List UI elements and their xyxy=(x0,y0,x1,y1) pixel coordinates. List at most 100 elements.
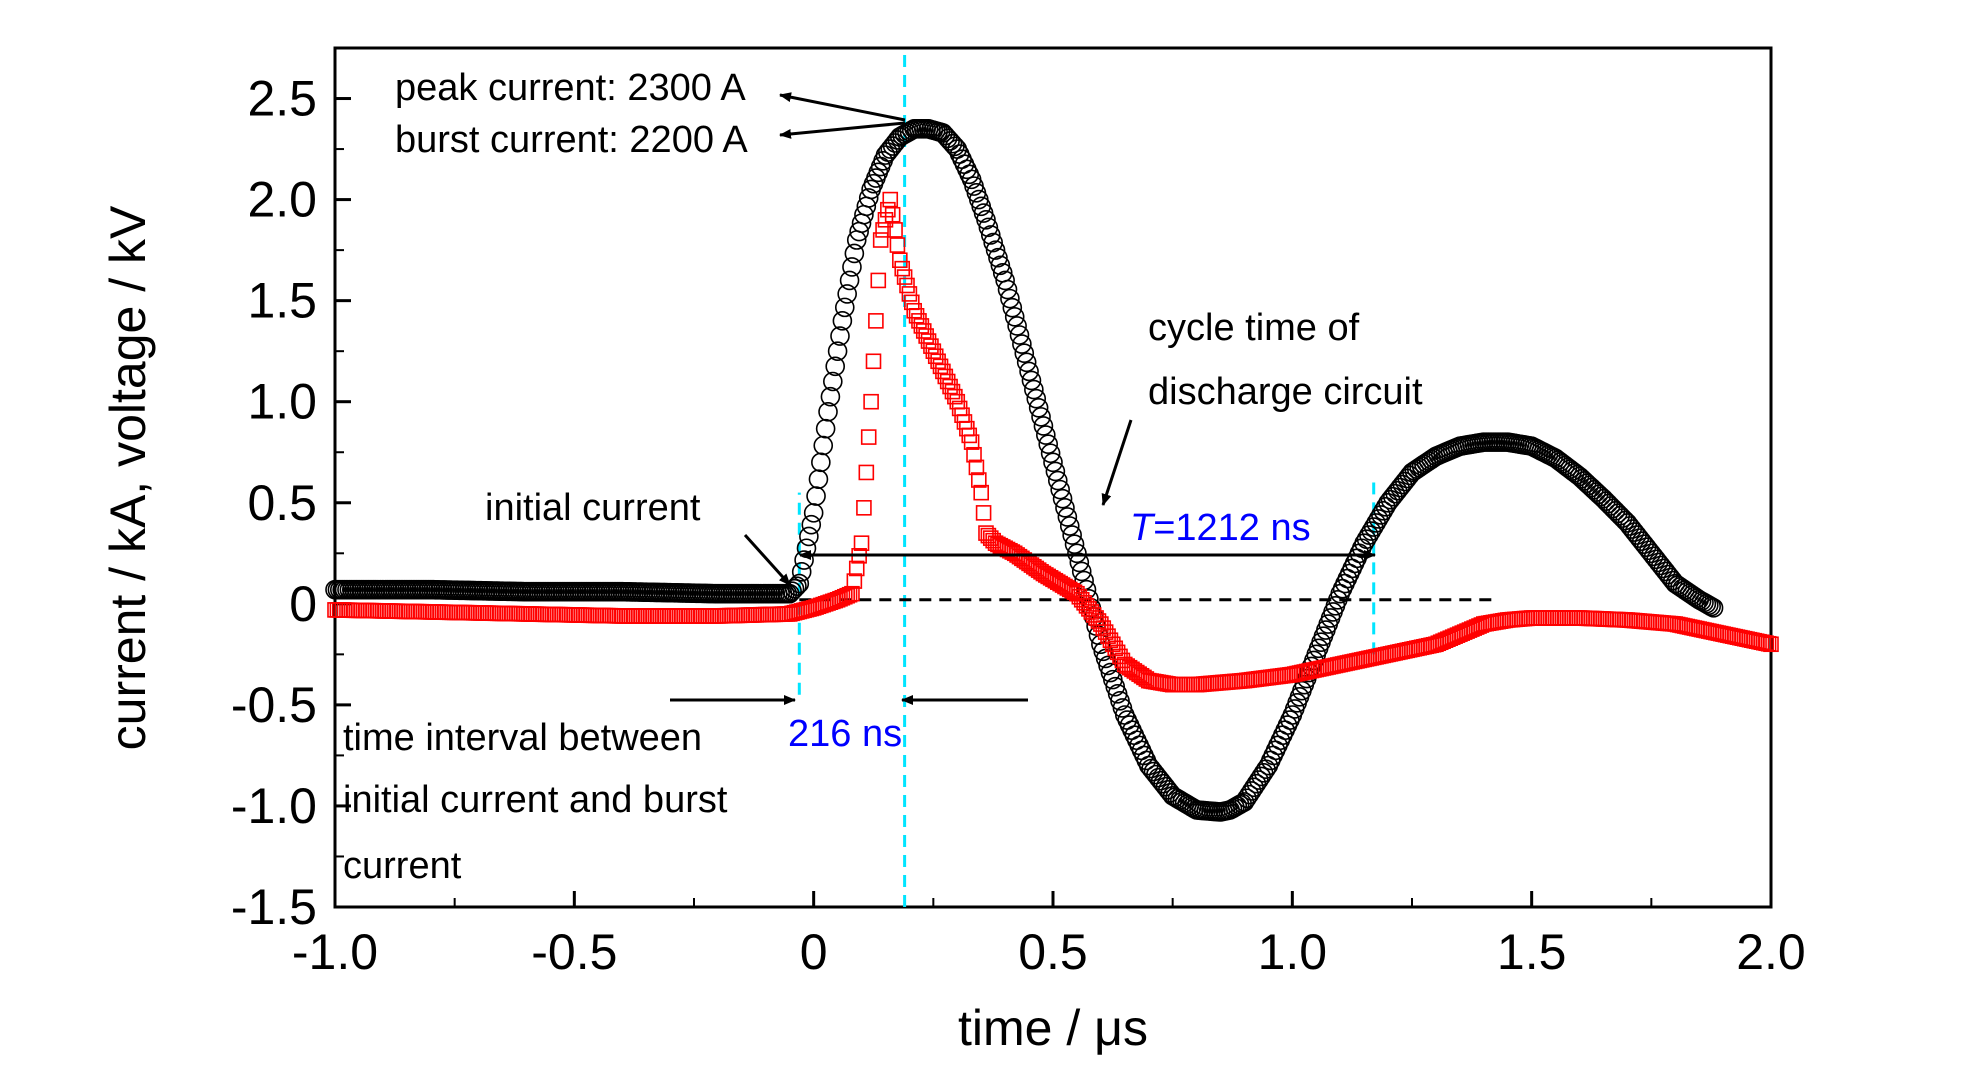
series-0-point-290 xyxy=(1019,361,1039,382)
series-1-point-244 xyxy=(911,313,927,329)
series-0-point-212 xyxy=(832,311,853,331)
series-1-point-268 xyxy=(968,459,985,476)
series-1-point-254 xyxy=(935,363,951,380)
series-1-point-222 xyxy=(858,464,875,481)
series-0-point-208 xyxy=(823,371,843,392)
series-1-point-234 xyxy=(887,222,903,238)
series-0-point-288 xyxy=(1014,343,1035,363)
series-0-point-286 xyxy=(1009,325,1030,345)
series-1-point-225 xyxy=(865,353,882,370)
series-1-point-255 xyxy=(937,368,954,385)
series-0-point-293 xyxy=(1026,388,1047,409)
series-0-point-195 xyxy=(791,562,812,582)
y-tick-label-6: 1.5 xyxy=(247,273,317,329)
annotation-cycle-time-line2: discharge circuit xyxy=(1148,371,1423,413)
series-0-point-205 xyxy=(815,418,836,439)
annotation-peak-current: peak current: 2300 A xyxy=(395,67,746,109)
series-1-point-218 xyxy=(848,560,865,577)
series-1-point-242 xyxy=(906,302,922,319)
x-tick-label-4: 1.0 xyxy=(1258,924,1328,980)
series-0-point-204 xyxy=(813,435,834,456)
series-0-point-298 xyxy=(1038,434,1059,454)
y-tick-label-3: 0 xyxy=(289,576,317,632)
series-0-point-211 xyxy=(830,326,850,346)
series-0-point-276 xyxy=(985,240,1006,260)
x-tick-label-2: 0 xyxy=(800,924,828,980)
series-1-point-250 xyxy=(925,343,942,359)
series-0-point-575 xyxy=(1701,596,1721,617)
x-tick-label-6: 2.0 xyxy=(1736,924,1806,980)
series-1-point-266 xyxy=(963,434,980,450)
series-0 xyxy=(325,119,1724,822)
series-1-point-243 xyxy=(908,308,925,324)
series-1-point-249 xyxy=(923,338,939,354)
series-1-point-227 xyxy=(870,272,887,289)
series-0-point-289 xyxy=(1016,352,1037,373)
series-0-point-272 xyxy=(976,210,996,230)
series-0-point-210 xyxy=(827,341,848,361)
x-tick-label-3: 0.5 xyxy=(1018,924,1088,980)
series-0-point-302 xyxy=(1047,470,1068,491)
series-0-point-296 xyxy=(1033,416,1054,436)
series-0-point-307 xyxy=(1059,516,1080,536)
series-1-point-258 xyxy=(944,383,961,400)
series-1-point-600 xyxy=(1763,636,1779,653)
series-1-point-233 xyxy=(884,206,901,223)
series-0-point-203 xyxy=(811,452,831,473)
series-1 xyxy=(327,191,1779,693)
annotation-burst-current: burst current: 2200 A xyxy=(395,119,748,161)
series-0-point-576 xyxy=(1703,598,1724,618)
y-tick-label-7: 2.0 xyxy=(247,172,317,228)
series-1-point-253 xyxy=(932,358,949,375)
series-0-point-273 xyxy=(978,217,999,238)
series-0-point-215 xyxy=(839,270,860,291)
annotation-arrow-3 xyxy=(743,533,792,587)
series-1-point-224 xyxy=(863,393,879,410)
series-0-point-216 xyxy=(842,257,862,277)
series-0-point-193 xyxy=(787,576,807,596)
series-0-point-274 xyxy=(980,225,1001,245)
series-0-point-200 xyxy=(803,503,824,523)
series-0-point-282 xyxy=(1000,288,1020,309)
series-1-point-269 xyxy=(971,472,987,488)
series-0-point-209 xyxy=(825,356,846,377)
series-1-point-239 xyxy=(899,277,915,294)
series-1-point-267 xyxy=(966,446,982,463)
x-tick-label-1: -0.5 xyxy=(531,924,617,980)
series-1-point-257 xyxy=(942,378,958,395)
series-1-point-256 xyxy=(939,373,956,390)
series-0-point-304 xyxy=(1052,488,1073,509)
y-tick-label-0: -1.5 xyxy=(231,879,317,935)
x-tick-label-0: -1.0 xyxy=(292,924,378,980)
series-0-point-574 xyxy=(1698,595,1719,615)
y-tick-label-4: 0.5 xyxy=(247,475,317,531)
series-0-point-199 xyxy=(801,514,822,535)
series-0-point-287 xyxy=(1012,334,1032,354)
series-0-point-283 xyxy=(1002,297,1023,318)
series-1-point-237 xyxy=(894,260,911,277)
series-1-point-240 xyxy=(901,286,918,302)
x-axis-label: time / μs xyxy=(958,1000,1148,1056)
series-1-point-232 xyxy=(882,191,899,208)
series-0-point-305 xyxy=(1055,498,1075,518)
series-1-point-245 xyxy=(913,318,930,334)
series-1-point-248 xyxy=(920,333,937,349)
period-italic: T xyxy=(1130,507,1156,549)
series-1-point-270 xyxy=(973,484,990,501)
series-1-point-236 xyxy=(892,252,908,269)
period-value: =1212 ns xyxy=(1153,507,1310,549)
series-1-point-229 xyxy=(875,222,891,238)
series-0-point-277 xyxy=(988,247,1008,268)
axis-ticks: -1.0 -0.5 0 0.5 1.0 1.5 2.0-1.5-1.0-0.500.51.0… xyxy=(231,71,1806,980)
series-0-point-284 xyxy=(1004,307,1025,327)
annotation-initial-current: initial current xyxy=(485,487,701,529)
series-0-point-311 xyxy=(1069,552,1090,573)
series-0-point-310 xyxy=(1067,543,1087,564)
series-1-point-252 xyxy=(930,353,946,370)
series-0-point-198 xyxy=(799,526,819,547)
x-tick-label-5: 1.5 xyxy=(1497,924,1567,980)
series-0-point-308 xyxy=(1062,525,1082,545)
series-1-point-217 xyxy=(846,573,863,589)
